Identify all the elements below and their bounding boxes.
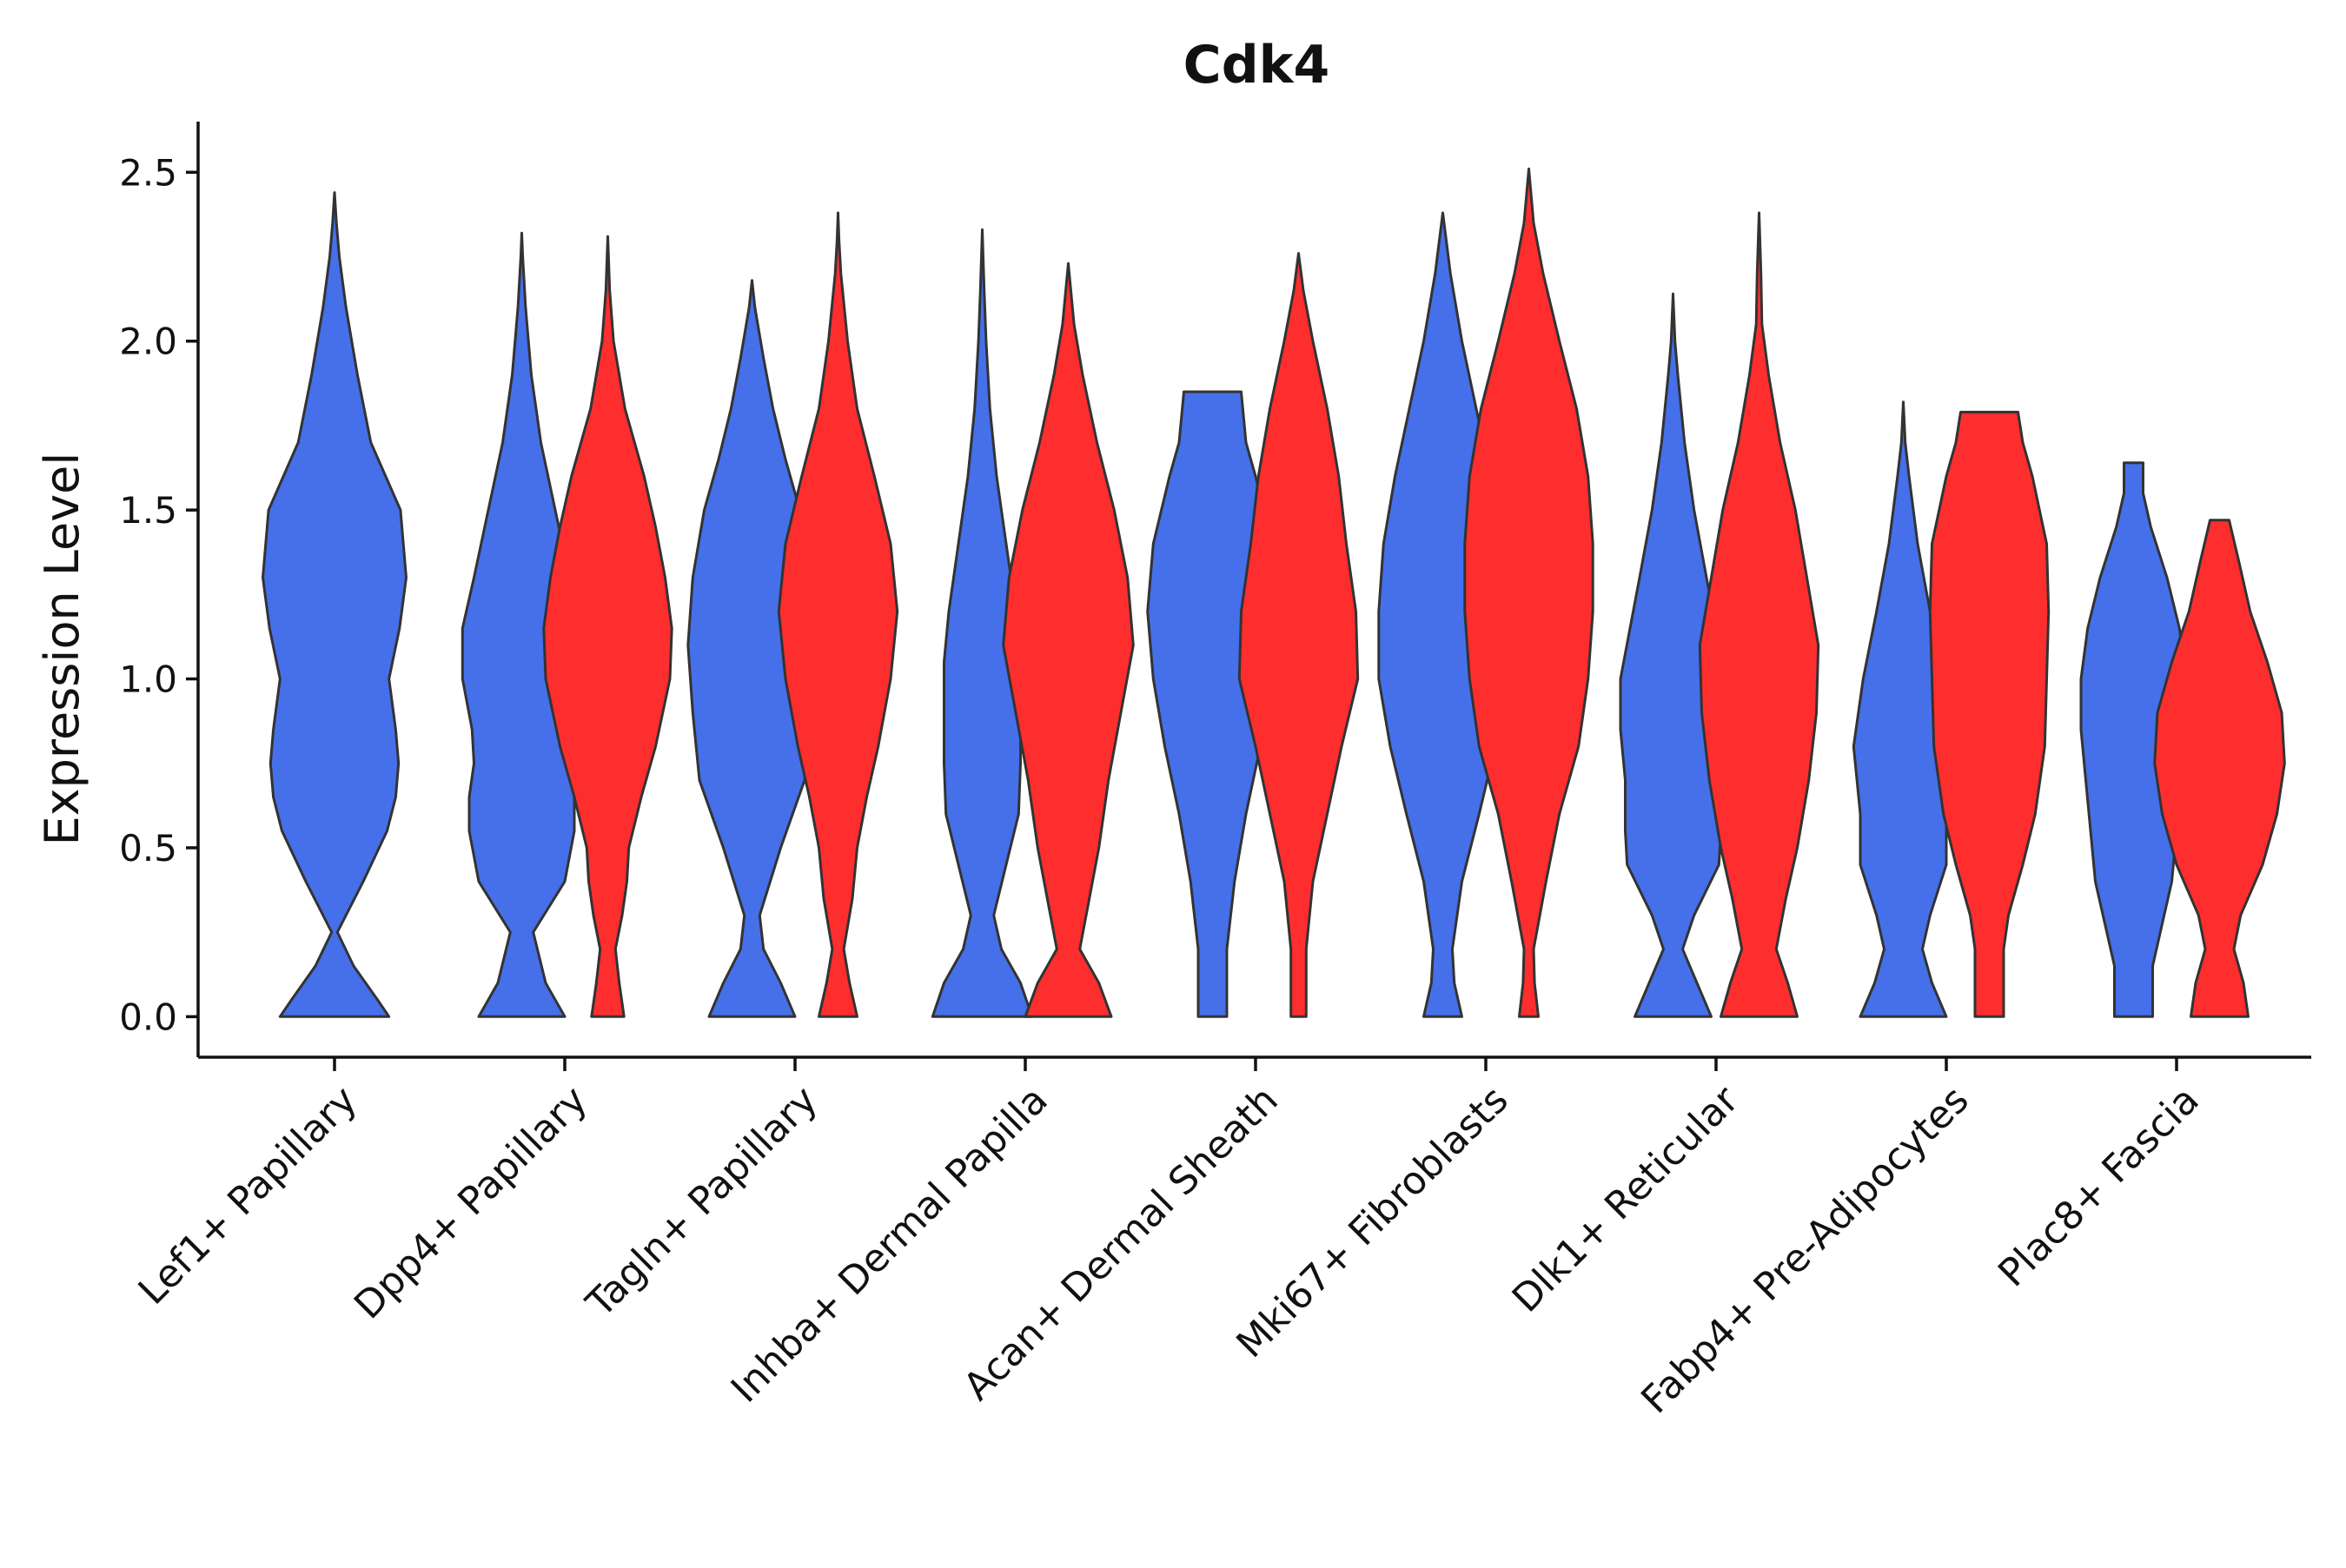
chart-title: Cdk4 (1183, 35, 1330, 96)
y-axis-label: Expression Level (35, 453, 89, 846)
x-category-label: Dpp4+ Papillary (346, 1078, 596, 1328)
y-tick-label: 1.5 (119, 489, 177, 532)
violin-group_b-7 (1928, 410, 2051, 1018)
violin-group_b-4 (1237, 252, 1360, 1018)
violin-group_b-2 (777, 211, 899, 1018)
violin-layer (262, 167, 2286, 1018)
violin-group_a-5 (1377, 211, 1508, 1018)
y-tick-label: 2.0 (119, 321, 177, 363)
y-tick-label: 1.0 (119, 658, 177, 701)
violin-group_b-8 (2153, 519, 2286, 1018)
violin-group_a-4 (1146, 390, 1279, 1018)
violin-group_a-7 (1852, 400, 1955, 1018)
violin-group_b-5 (1463, 167, 1594, 1018)
x-category-label: Plac8+ Fascia (1990, 1078, 2208, 1296)
violin-group_b-6 (1698, 211, 1820, 1018)
violin-group_b-1 (542, 235, 673, 1018)
violin-group_a-2 (686, 279, 818, 1018)
x-category-label: Dlk1+ Reticular (1504, 1077, 1748, 1321)
y-tick-label: 0.5 (119, 827, 177, 870)
violin-group_a-0 (262, 191, 408, 1018)
y-tick-label: 2.5 (119, 151, 177, 194)
x-category-label: Tagln+ Papillary (578, 1078, 826, 1327)
x-category-label: Lef1+ Papillary (130, 1078, 366, 1313)
violin-group_a-3 (931, 228, 1034, 1018)
y-tick-label: 0.0 (119, 996, 177, 1038)
violin-group_b-3 (1002, 261, 1135, 1018)
y-axis: 0.0 0.5 1.0 1.5 2.0 2.5 (119, 122, 200, 1057)
